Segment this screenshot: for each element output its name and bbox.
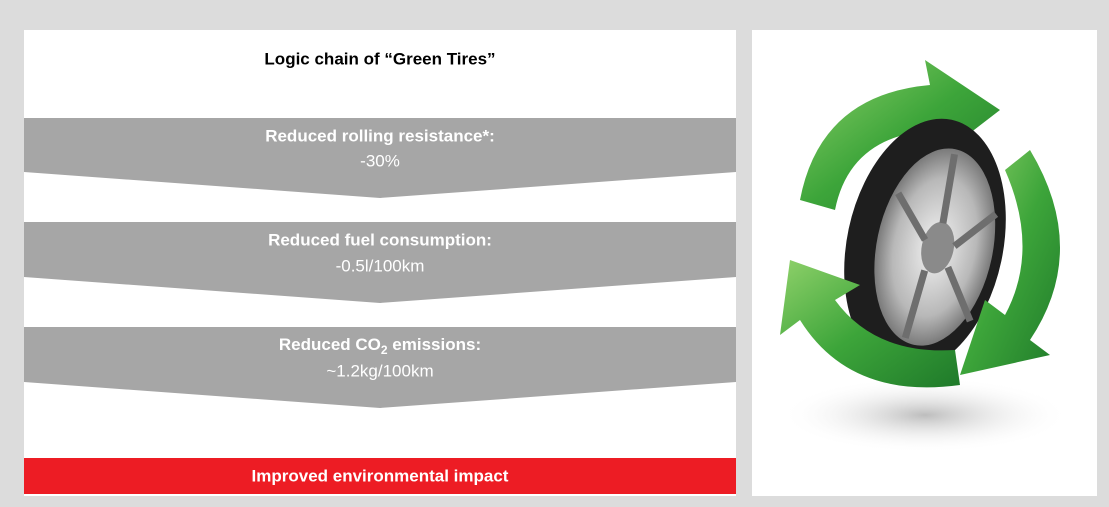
shadow — [780, 377, 1070, 453]
chevron — [24, 222, 736, 303]
title: Logic chain of “Green Tires” — [264, 49, 495, 68]
step-heading: Reduced CO2 emissions: — [279, 335, 481, 357]
spokes — [895, 153, 999, 339]
step-heading: Reduced rolling resistance*: — [265, 126, 495, 145]
tire-illustration — [780, 60, 1070, 453]
hub — [921, 222, 955, 274]
step-heading: Reduced fuel consumption: — [268, 230, 492, 249]
step-value: -0.5l/100km — [336, 256, 425, 275]
arrow — [800, 60, 1000, 210]
heading-part: emissions: — [388, 335, 482, 354]
step-value: ~1.2kg/100km — [326, 361, 433, 380]
step-value: -30% — [360, 151, 400, 170]
subscript: 2 — [381, 343, 388, 357]
result-bar — [24, 458, 736, 494]
chevron — [24, 327, 736, 408]
arrow — [780, 260, 960, 388]
result: Improved environmental impact — [252, 466, 509, 485]
arrow — [960, 150, 1060, 375]
chevron — [24, 118, 736, 198]
chevrons — [24, 118, 736, 408]
heading-part: Reduced CO — [279, 335, 381, 354]
